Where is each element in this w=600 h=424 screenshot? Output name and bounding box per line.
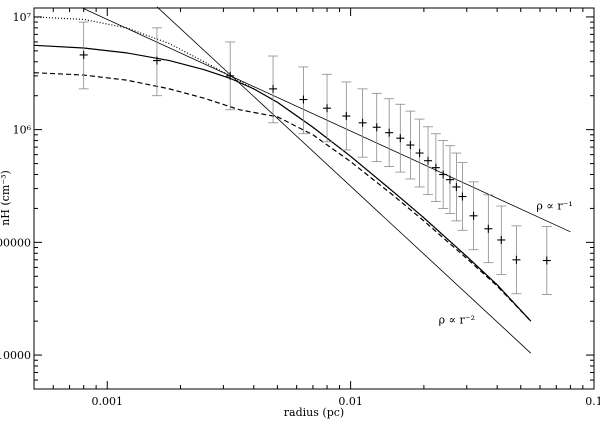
data-point: [483, 194, 494, 264]
data-point: [371, 92, 382, 163]
data-point: [322, 73, 333, 143]
data-point: [405, 110, 416, 180]
data-point: [341, 81, 352, 151]
data-point: [451, 152, 462, 222]
x-tick-label: 0.1: [585, 395, 600, 408]
data-point: [511, 225, 522, 295]
points-layer: [78, 21, 552, 295]
data-point: [384, 98, 395, 167]
x-tick-label: 0.01: [338, 395, 363, 408]
data-point: [357, 88, 368, 158]
x-tick-label: 0.001: [92, 395, 124, 408]
data-point: [298, 66, 309, 135]
y-tick-label: 10⁶: [13, 124, 32, 137]
data-point: [438, 140, 449, 209]
data-point: [430, 133, 441, 202]
data-point: [496, 205, 507, 275]
data-point: [151, 27, 162, 97]
power-law-line: [82, 7, 571, 233]
model-curve-dotted: [33, 16, 532, 322]
data-point: [541, 226, 552, 295]
annotation-r-2: ρ ∝ r⁻²: [439, 314, 475, 327]
data-point: [423, 126, 434, 196]
annotation-r-1: ρ ∝ r⁻¹: [536, 200, 572, 213]
plot-frame: [33, 7, 595, 390]
y-tick-label: 10⁷: [13, 11, 32, 24]
data-point: [225, 41, 236, 111]
data-point: [78, 21, 89, 90]
model-curve-dashed: [33, 72, 532, 322]
data-point: [468, 181, 479, 251]
data-point: [444, 145, 455, 214]
y-axis-label: nH (cm⁻³): [0, 170, 12, 226]
data-point: [414, 118, 425, 188]
x-axis-label: radius (pc): [284, 406, 344, 419]
data-point: [268, 55, 279, 124]
data-point: [395, 103, 406, 173]
power-law-line: [156, 6, 532, 354]
curves-layer: [33, 6, 571, 354]
data-point: [457, 162, 468, 231]
